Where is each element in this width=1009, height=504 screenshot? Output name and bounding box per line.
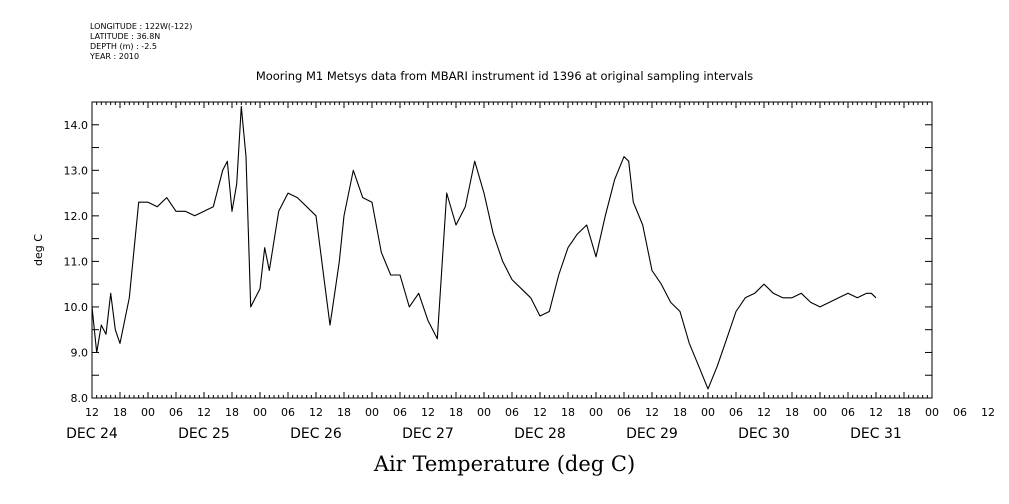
x-tick-label: 12 <box>645 406 659 419</box>
y-tick-label: 11.0 <box>64 255 89 268</box>
y-tick-label: 13.0 <box>64 164 89 177</box>
x-tick-label: 06 <box>393 406 407 419</box>
day-label: DEC 25 <box>178 426 230 442</box>
x-tick-label: 12 <box>85 406 99 419</box>
day-label: DEC 26 <box>290 426 342 442</box>
y-tick-label: 12.0 <box>64 210 89 223</box>
air-temperature-line <box>91 106 877 390</box>
day-label: DEC 28 <box>514 426 566 442</box>
x-tick-label: 18 <box>561 406 575 419</box>
x-tick-label: 00 <box>813 406 827 419</box>
chart-title: Mooring M1 Metsys data from MBARI instru… <box>255 69 754 83</box>
x-tick-label: 00 <box>477 406 491 419</box>
x-tick-label: 12 <box>757 406 771 419</box>
x-tick-label: 00 <box>141 406 155 419</box>
plot-frame <box>91 101 933 399</box>
x-tick-label: 12 <box>869 406 883 419</box>
latitude-label: LATITUDE : 36.8N <box>90 32 161 41</box>
x-tick-label: 12 <box>981 406 995 419</box>
y-tick-label: 9.0 <box>71 346 89 359</box>
longitude-label: LONGITUDE : 122W(-122) <box>90 22 193 31</box>
y-tick-label: 14.0 <box>64 119 89 132</box>
x-tick-label: 12 <box>197 406 211 419</box>
x-tick-label: 12 <box>309 406 323 419</box>
x-tick-label: 00 <box>589 406 603 419</box>
day-label: DEC 27 <box>402 426 454 442</box>
x-tick-label: 06 <box>617 406 631 419</box>
x-tick-label: 06 <box>505 406 519 419</box>
x-tick-label: 18 <box>337 406 351 419</box>
x-tick-label: 18 <box>225 406 239 419</box>
y-tick-label: 8.0 <box>71 392 89 405</box>
x-tick-label: 00 <box>253 406 267 419</box>
x-tick-label: 12 <box>421 406 435 419</box>
x-tick-label: 18 <box>113 406 127 419</box>
x-tick-label: 00 <box>701 406 715 419</box>
x-tick-label: 18 <box>673 406 687 419</box>
x-tick-label: 18 <box>785 406 799 419</box>
x-tick-label: 18 <box>897 406 911 419</box>
x-tick-label: 00 <box>925 406 939 419</box>
day-label: DEC 31 <box>850 426 902 442</box>
day-label: DEC 29 <box>626 426 678 442</box>
x-tick-label: 06 <box>281 406 295 419</box>
depth-label: DEPTH (m) : -2.5 <box>90 42 157 51</box>
y-axis-label: deg C <box>32 234 45 266</box>
day-label: DEC 30 <box>738 426 790 442</box>
x-tick-label: 06 <box>729 406 743 419</box>
y-tick-label: 10.0 <box>64 301 89 314</box>
x-tick-label: 12 <box>533 406 547 419</box>
x-tick-label: 06 <box>953 406 967 419</box>
x-tick-label: 00 <box>365 406 379 419</box>
day-label: DEC 24 <box>66 426 118 442</box>
x-tick-label: 18 <box>449 406 463 419</box>
year-label: YEAR : 2010 <box>90 52 140 61</box>
x-tick-label: 06 <box>169 406 183 419</box>
x-axis-title: Air Temperature (deg C) <box>373 452 636 476</box>
x-tick-label: 06 <box>841 406 855 419</box>
